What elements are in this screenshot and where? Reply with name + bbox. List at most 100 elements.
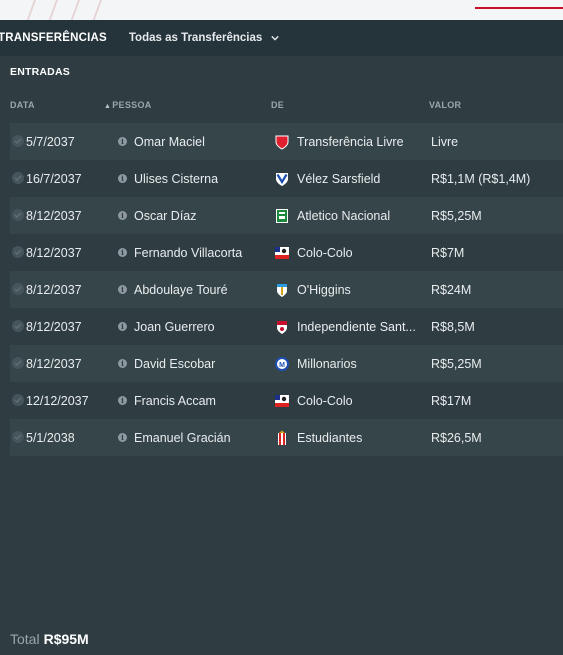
transfer-date: 8/12/2037 — [26, 282, 82, 297]
transfer-value: R$5,25M — [431, 208, 482, 223]
sort-ascending-icon: ▲ — [104, 103, 112, 110]
top-strip — [0, 0, 563, 20]
column-header-from[interactable]: DE — [271, 100, 285, 110]
table-row[interactable]: 5/7/2037 i Omar Maciel Transferência Livre L… — [10, 123, 563, 160]
transfer-value: R$1,1M (R$1,4M) — [431, 171, 531, 186]
page-title: TRANSFERÊNCIAS — [0, 32, 107, 44]
club-link[interactable]: Atletico Nacional — [274, 208, 390, 224]
info-icon[interactable]: i — [118, 433, 127, 442]
club-link[interactable]: Vélez Sarsfield — [274, 171, 380, 187]
info-icon[interactable]: i — [118, 396, 127, 405]
decor-slash — [46, 0, 60, 20]
info-icon[interactable]: i — [118, 285, 127, 294]
player-link[interactable]: i Oscar Díaz — [118, 209, 197, 223]
club-name: O'Higgins — [297, 282, 351, 297]
club-link[interactable]: Independiente Sant... — [274, 319, 416, 335]
transfer-value: R$26,5M — [431, 430, 482, 445]
transfers-table: 5/7/2037 i Omar Maciel Transferência Livre L… — [10, 123, 563, 456]
transfer-filter-dropdown[interactable]: Todas as Transferências — [129, 32, 279, 44]
decor-slash — [24, 0, 38, 20]
player-link[interactable]: i Fernando Villacorta — [118, 246, 242, 260]
transfer-value: R$8,5M — [431, 319, 475, 334]
info-icon[interactable]: i — [118, 174, 127, 183]
check-circle-icon — [12, 135, 24, 147]
check-circle-icon — [12, 431, 24, 443]
info-icon[interactable]: i — [118, 137, 127, 146]
club-link[interactable]: Estudiantes — [274, 430, 362, 446]
club-link[interactable]: M Millonarios — [274, 356, 357, 372]
total-label: Total — [10, 631, 40, 647]
table-row[interactable]: 8/12/2037 i Fernando Villacorta Colo-Colo R$… — [10, 234, 563, 271]
filter-label: Todas as Transferências — [128, 32, 263, 44]
player-link[interactable]: i Joan Guerrero — [118, 320, 215, 334]
player-link[interactable]: i Abdoulaye Touré — [118, 283, 228, 297]
table-row[interactable]: 5/1/2038 i Emanuel Gracián Estudiantes R$26,… — [10, 419, 563, 456]
ohiggins-crest — [274, 282, 290, 298]
club-link[interactable]: Colo-Colo — [274, 393, 353, 409]
check-circle-icon — [12, 209, 24, 221]
transfer-value: R$5,25M — [431, 356, 482, 371]
player-name: Ulises Cisterna — [134, 171, 219, 186]
transfer-value: R$24M — [431, 282, 472, 297]
decor-slash — [90, 0, 104, 20]
club-link[interactable]: O'Higgins — [274, 282, 351, 298]
accent-line — [475, 7, 563, 9]
club-name: Colo-Colo — [297, 245, 353, 260]
check-circle-icon — [12, 283, 24, 295]
column-header-person[interactable]: ▲PESSOA — [104, 100, 152, 110]
transfer-date: 8/12/2037 — [26, 356, 82, 371]
player-name: Francis Accam — [134, 393, 216, 408]
player-name: Fernando Villacorta — [134, 245, 243, 260]
info-icon[interactable]: i — [118, 359, 127, 368]
check-circle-icon — [12, 357, 24, 369]
club-name: Transferência Livre — [297, 134, 404, 149]
info-icon[interactable]: i — [118, 211, 127, 220]
table-row[interactable]: 8/12/2037 i Oscar Díaz Atletico Nacional R$5… — [10, 197, 563, 234]
player-name: Joan Guerrero — [134, 319, 215, 334]
svg-text:M: M — [279, 362, 285, 369]
player-link[interactable]: i Omar Maciel — [118, 135, 205, 149]
table-row[interactable]: 8/12/2037 i Abdoulaye Touré O'Higgins R$24M — [10, 271, 563, 308]
total-amount: R$95M — [43, 631, 89, 647]
chevron-down-icon — [271, 35, 279, 41]
player-name: Oscar Díaz — [134, 208, 197, 223]
player-link[interactable]: i David Escobar — [118, 357, 215, 371]
info-icon[interactable]: i — [118, 322, 127, 331]
table-row[interactable]: 8/12/2037 i Joan Guerrero Independiente San… — [10, 308, 563, 345]
player-link[interactable]: i Emanuel Gracián — [118, 431, 231, 445]
colo-colo-crest — [274, 393, 290, 409]
table-row[interactable]: 12/12/2037 i Francis Accam Colo-Colo R$17M — [10, 382, 563, 419]
check-circle-icon — [12, 172, 24, 184]
check-circle-icon — [12, 320, 24, 332]
table-row[interactable]: 16/7/2037 i Ulises Cisterna Vélez Sarsfield… — [10, 160, 563, 197]
total-summary: Total R$95M — [10, 631, 89, 647]
column-header-value[interactable]: VALOR — [429, 100, 462, 110]
club-name: Atletico Nacional — [297, 208, 391, 223]
transfer-value: R$7M — [431, 245, 465, 260]
incoming-transfers-panel: ENTRADAS DATA ▲PESSOA DE VALOR 5/7/2037 i… — [0, 56, 563, 655]
millonarios-crest: M — [274, 356, 290, 372]
player-link[interactable]: i Francis Accam — [118, 394, 216, 408]
transfer-date: 12/12/2037 — [26, 393, 89, 408]
transfers-header: TRANSFERÊNCIAS Todas as Transferências — [0, 20, 563, 56]
transfer-date: 5/7/2037 — [26, 134, 75, 149]
section-title: ENTRADAS — [10, 66, 70, 78]
free-transfer-icon — [274, 134, 290, 150]
transfer-date: 8/12/2037 — [26, 208, 82, 223]
column-header-date[interactable]: DATA — [10, 100, 35, 110]
club-name: Millonarios — [297, 356, 357, 371]
player-name: Abdoulaye Touré — [134, 282, 228, 297]
player-name: Emanuel Gracián — [134, 430, 231, 445]
club-link[interactable]: Colo-Colo — [274, 245, 353, 261]
check-circle-icon — [12, 394, 24, 406]
club-link[interactable]: Transferência Livre — [274, 134, 404, 150]
transfer-date: 5/1/2038 — [26, 430, 75, 445]
club-name: Vélez Sarsfield — [297, 171, 381, 186]
colo-colo-crest — [274, 245, 290, 261]
decor-slash — [68, 0, 82, 20]
player-link[interactable]: i Ulises Cisterna — [118, 172, 218, 186]
table-row[interactable]: 8/12/2037 i David Escobar M Millonarios R$5,2… — [10, 345, 563, 382]
velez-sarsfield-crest — [274, 171, 290, 187]
transfer-value: Livre — [431, 134, 459, 149]
info-icon[interactable]: i — [118, 248, 127, 257]
